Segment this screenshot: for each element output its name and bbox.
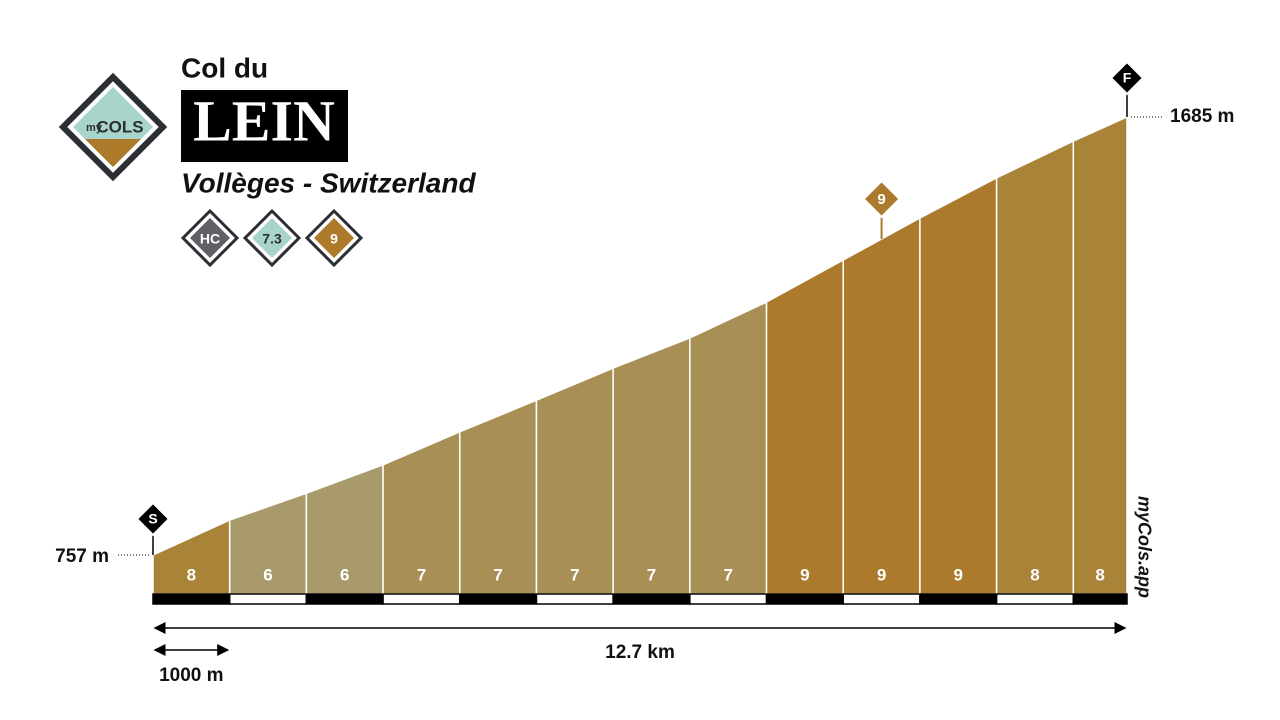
distance-block — [689, 593, 768, 605]
badge-label: 9 — [330, 231, 338, 247]
distance-block — [305, 593, 384, 605]
profile-segment — [689, 300, 768, 595]
start-marker-label: S — [148, 511, 157, 527]
gradient-label: 8 — [1030, 565, 1039, 584]
gradient-label: 6 — [263, 565, 272, 584]
profile-segment — [1072, 115, 1128, 595]
scale-label: 1000 m — [159, 665, 223, 686]
start-marker — [135, 501, 171, 537]
profile-segment — [995, 139, 1075, 595]
gradient-label: 9 — [877, 565, 886, 584]
profile-segment — [765, 258, 844, 595]
gradient-label: 7 — [493, 565, 502, 584]
total-distance-label: 12.7 km — [605, 642, 675, 663]
gradient-label: 8 — [187, 565, 196, 584]
finish-marker — [1109, 60, 1145, 96]
gradient-label: 8 — [1095, 565, 1104, 584]
gradient-label: 7 — [570, 565, 579, 584]
distance-block — [152, 593, 231, 605]
distance-block — [612, 593, 691, 605]
profile-segment — [919, 176, 998, 595]
badge-label: HC — [200, 231, 220, 247]
distance-block — [919, 593, 998, 605]
distance-block — [765, 593, 844, 605]
gradient-label: 7 — [417, 565, 426, 584]
max-marker — [862, 179, 901, 219]
subtitle: Vollèges - Switzerland — [181, 167, 476, 198]
watermark: myCols.app — [1134, 496, 1154, 598]
start-label: 757 m — [55, 546, 109, 567]
finish-marker-label: F — [1123, 70, 1132, 86]
gradient-label: 7 — [647, 565, 656, 584]
gradient-label: 9 — [800, 565, 809, 584]
logo-prefix: my — [86, 122, 103, 134]
gradient-label: 9 — [954, 565, 963, 584]
badge — [190, 218, 230, 258]
distance-block — [995, 593, 1075, 605]
distance-block — [228, 593, 308, 605]
distance-block — [842, 593, 921, 605]
distance-block — [459, 593, 538, 605]
badge-label: 7.3 — [262, 231, 282, 247]
gradient-label: 7 — [723, 565, 732, 584]
profile-segment — [612, 336, 691, 595]
badge — [314, 218, 354, 258]
badge — [252, 218, 292, 258]
title-prefix: Col du — [181, 52, 268, 83]
profile-segment — [842, 216, 921, 595]
profile-segment — [535, 366, 614, 595]
logo-name: COLS — [96, 117, 143, 136]
logo: my COLS — [58, 72, 168, 182]
title-box — [181, 90, 348, 162]
distance-block — [1072, 593, 1128, 605]
distance-block — [382, 593, 461, 605]
max-label: 9 — [877, 191, 885, 208]
finish-label: 1685 m — [1170, 106, 1234, 127]
distance-block — [535, 593, 614, 605]
gradient-label: 6 — [340, 565, 349, 584]
chart-title: LEIN — [193, 88, 335, 153]
